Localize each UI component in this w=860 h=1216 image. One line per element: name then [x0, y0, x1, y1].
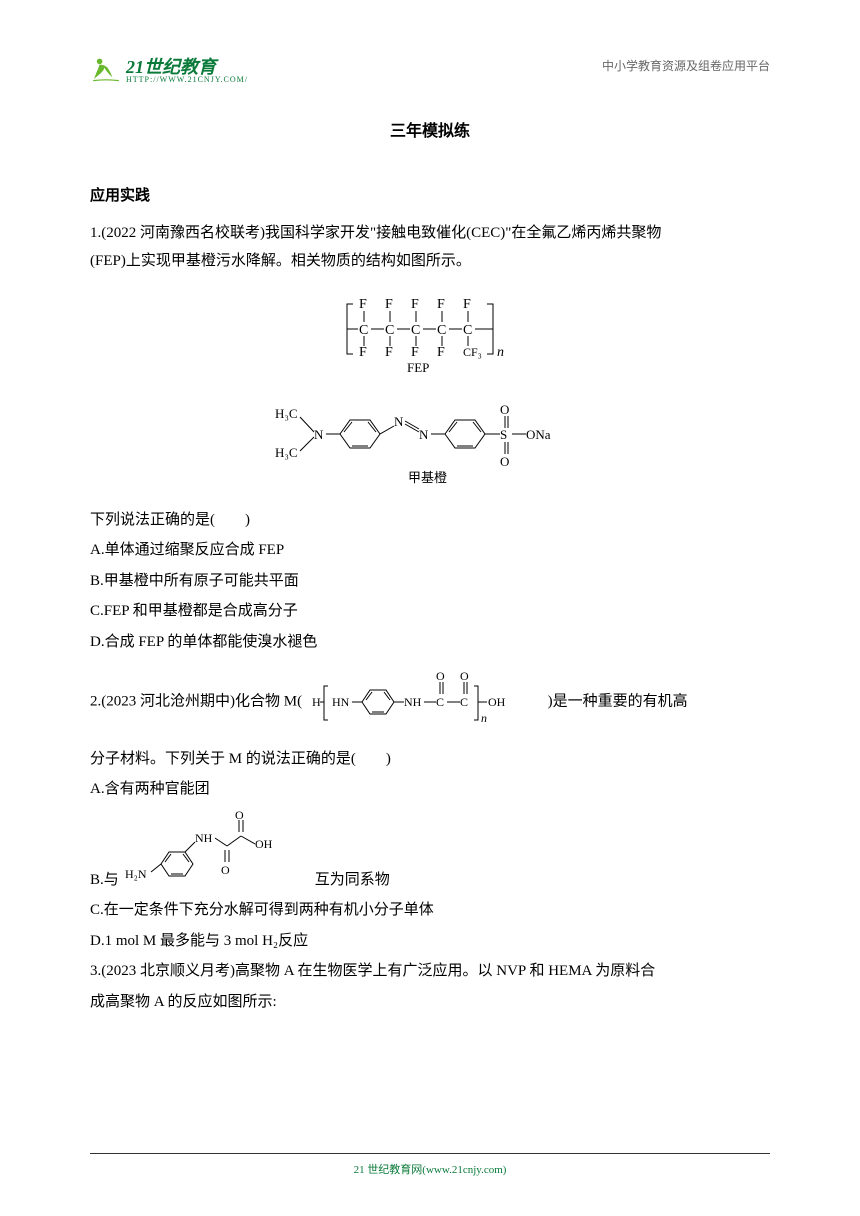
page-header: 21世纪教育 HTTP://WWW.21CNJY.COM/ 中小学教育资源及组卷…: [90, 55, 770, 87]
q1-intro-line2: (FEP)上实现甲基橙污水降解。相关物质的结构如图所示。: [90, 247, 770, 276]
svg-text:O: O: [500, 454, 509, 469]
q2-line1: 2.(2023 河北沧州期中)化合物 M( H HN: [90, 662, 770, 743]
logo: 21世纪教育 HTTP://WWW.21CNJY.COM/: [90, 55, 248, 87]
svg-text:H₂N: H₂N: [125, 867, 147, 881]
svg-text:O: O: [221, 863, 230, 877]
svg-text:N: N: [394, 414, 404, 429]
svg-text:F: F: [359, 297, 367, 312]
logo-main-text: 21世纪教育: [126, 58, 248, 76]
q1-option-b: B.甲基橙中所有原子可能共平面: [90, 567, 770, 596]
svg-text:C: C: [460, 695, 468, 709]
svg-text:NH: NH: [195, 831, 213, 845]
q3-line2: 成高聚物 A 的反应如图所示:: [90, 988, 770, 1017]
svg-text:n: n: [497, 345, 504, 360]
svg-text:O: O: [436, 669, 445, 683]
q3-line1: 3.(2023 北京顺义月考)高聚物 A 在生物医学上有广泛应用。以 NVP 和…: [90, 957, 770, 986]
q2-optb-pre: B.与: [90, 866, 119, 895]
svg-text:F: F: [411, 345, 419, 360]
svg-text:F: F: [385, 297, 393, 312]
q2-intro-pre: 2.(2023 河北沧州期中)化合物 M(: [90, 694, 302, 710]
svg-text:S: S: [500, 427, 507, 442]
svg-text:O: O: [460, 669, 469, 683]
svg-text:O: O: [500, 402, 509, 417]
q1-prompt: 下列说法正确的是( ): [90, 506, 770, 535]
svg-text:H₃C: H₃C: [275, 445, 298, 460]
q2-option-b: B.与 H₂N NH: [90, 806, 770, 895]
page-title: 三年模拟练: [90, 117, 770, 147]
q1-option-d: D.合成 FEP 的单体都能使溴水褪色: [90, 628, 770, 657]
svg-text:C: C: [359, 323, 368, 338]
q2-option-d: D.1 mol M 最多能与 3 mol H₂反应: [90, 927, 770, 956]
q2-option-a: A.含有两种官能团: [90, 775, 770, 804]
svg-text:C: C: [436, 695, 444, 709]
svg-text:C: C: [463, 323, 472, 338]
svg-text:n: n: [481, 711, 487, 725]
svg-text:N: N: [314, 427, 324, 442]
svg-text:H₃C: H₃C: [275, 406, 298, 421]
svg-text:甲基橙: 甲基橙: [408, 470, 447, 485]
q2-structure-b: H₂N NH O: [123, 806, 303, 895]
section-heading: 应用实践: [90, 182, 770, 211]
svg-text:OH: OH: [255, 837, 273, 851]
svg-text:C: C: [411, 323, 420, 338]
logo-text: 21世纪教育 HTTP://WWW.21CNJY.COM/: [126, 58, 248, 84]
svg-text:N: N: [419, 427, 429, 442]
svg-text:CF₃: CF₃: [463, 345, 482, 359]
q2-optb-post: 互为同系物: [315, 866, 390, 895]
q1-intro-line1: 1.(2022 河南豫西名校联考)我国科学家开发"接触电致催化(CEC)"在全氟…: [90, 219, 770, 248]
svg-text:F: F: [437, 345, 445, 360]
logo-icon: [90, 55, 122, 87]
svg-text:OH: OH: [488, 695, 506, 709]
svg-text:F: F: [437, 297, 445, 312]
page: 21世纪教育 HTTP://WWW.21CNJY.COM/ 中小学教育资源及组卷…: [0, 0, 860, 1068]
header-right-text: 中小学教育资源及组卷应用平台: [602, 55, 770, 78]
content: 1.(2022 河南豫西名校联考)我国科学家开发"接触电致催化(CEC)"在全氟…: [90, 219, 770, 1017]
svg-text:H: H: [312, 695, 321, 709]
svg-text:FEP: FEP: [407, 360, 429, 374]
q2-option-c: C.在一定条件下充分水解可得到两种有机小分子单体: [90, 896, 770, 925]
q2-structure-m: H HN NH C: [310, 662, 540, 743]
svg-text:ONa: ONa: [526, 427, 551, 442]
svg-text:F: F: [411, 297, 419, 312]
logo-url: HTTP://WWW.21CNJY.COM/: [126, 76, 248, 84]
q1-structure-methylorange: H₃C H₃C N N N: [90, 392, 770, 498]
svg-text:NH: NH: [404, 695, 422, 709]
q2-intro-post: )是一种重要的有机高: [548, 694, 688, 710]
page-footer: 21 世纪教育网(www.21cnjy.com): [90, 1153, 770, 1181]
q1-option-c: C.FEP 和甲基橙都是合成高分子: [90, 597, 770, 626]
q1-structure-fep: n C C C C C F F F F F: [90, 284, 770, 385]
svg-text:C: C: [385, 323, 394, 338]
svg-text:HN: HN: [332, 695, 350, 709]
svg-text:F: F: [359, 345, 367, 360]
svg-text:C: C: [437, 323, 446, 338]
q2-line2: 分子材料。下列关于 M 的说法正确的是( ): [90, 745, 770, 774]
svg-text:F: F: [385, 345, 393, 360]
q1-option-a: A.单体通过缩聚反应合成 FEP: [90, 536, 770, 565]
svg-text:F: F: [463, 297, 471, 312]
svg-text:O: O: [235, 808, 244, 822]
